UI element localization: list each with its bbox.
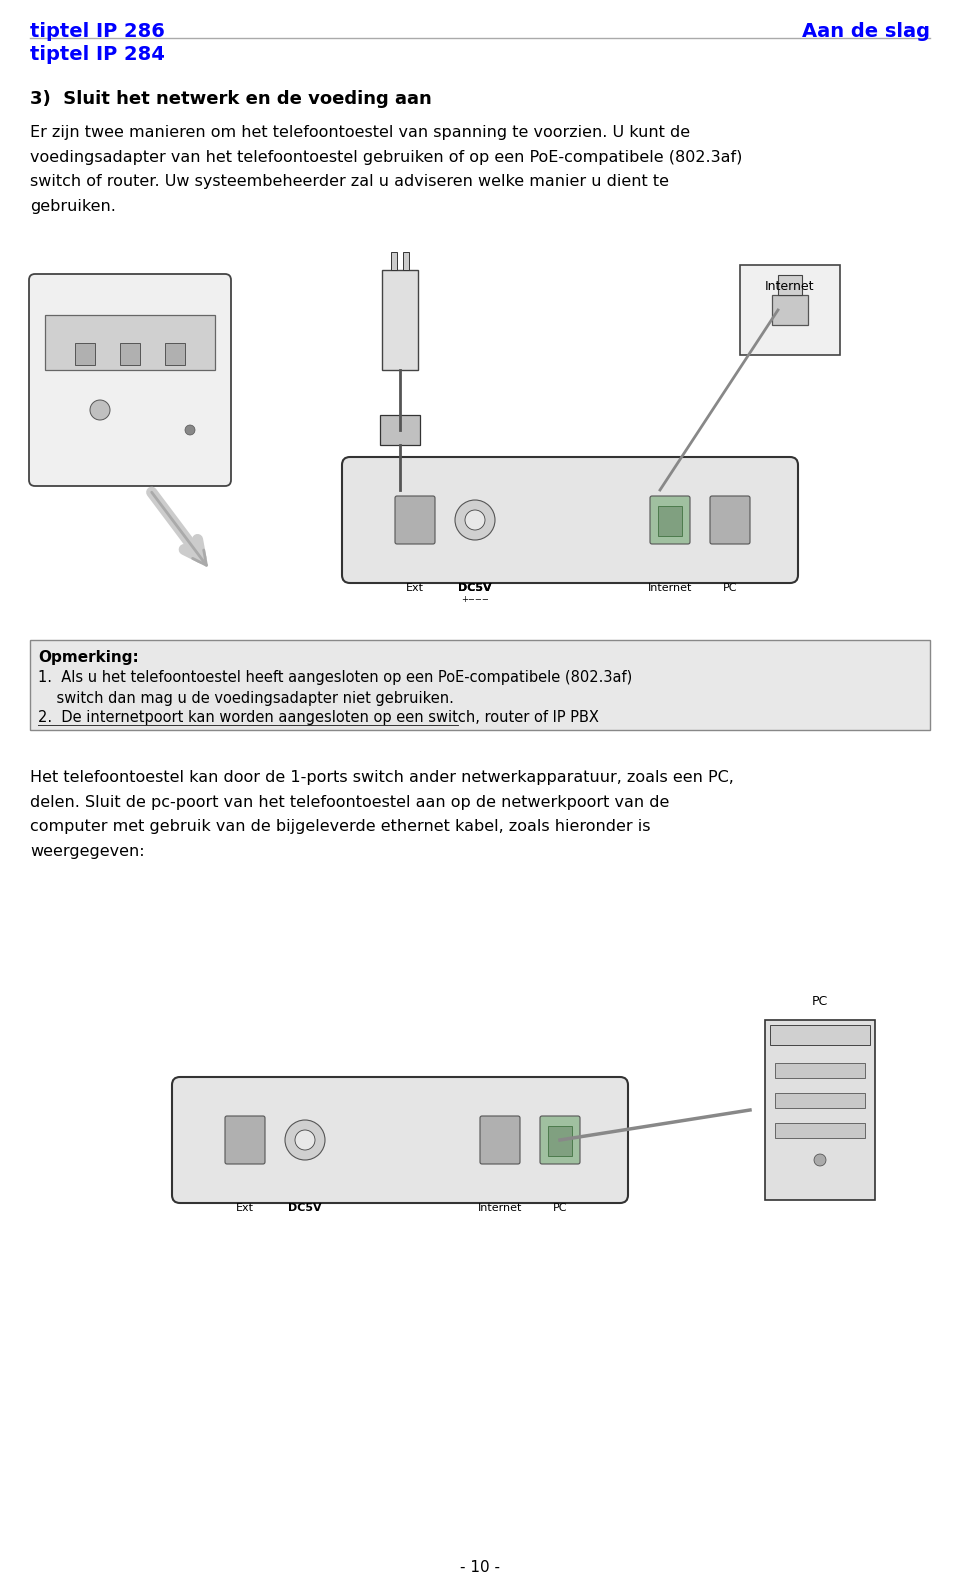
- Bar: [548, 1126, 572, 1156]
- Text: PC: PC: [812, 996, 828, 1008]
- Bar: [772, 294, 808, 325]
- Bar: [45, 315, 215, 370]
- Text: Het telefoontoestel kan door de 1-ports switch ander netwerkapparatuur, zoals ee: Het telefoontoestel kan door de 1-ports …: [30, 769, 733, 860]
- FancyBboxPatch shape: [29, 274, 231, 486]
- Text: tiptel IP 286: tiptel IP 286: [30, 22, 165, 41]
- Text: Opmerking:: Opmerking:: [38, 651, 139, 665]
- Bar: [765, 1019, 875, 1200]
- Text: Internet: Internet: [648, 583, 692, 594]
- Circle shape: [185, 424, 195, 435]
- Text: PC: PC: [553, 1203, 567, 1213]
- Text: PC: PC: [723, 583, 737, 594]
- Bar: [75, 344, 95, 366]
- Circle shape: [90, 400, 110, 419]
- Text: - 10 -: - 10 -: [460, 1559, 500, 1575]
- Circle shape: [814, 1154, 826, 1167]
- FancyBboxPatch shape: [30, 640, 930, 730]
- Circle shape: [455, 500, 495, 540]
- Text: Aan de slag: Aan de slag: [802, 22, 930, 41]
- Text: 1.  Als u het telefoontoestel heeft aangesloten op een PoE-compatibele (802.3af): 1. Als u het telefoontoestel heeft aange…: [38, 670, 633, 706]
- Bar: [403, 252, 409, 271]
- Bar: [770, 1026, 870, 1045]
- Bar: [380, 415, 420, 445]
- Bar: [740, 264, 840, 355]
- Bar: [778, 275, 802, 294]
- Bar: [120, 344, 140, 366]
- Bar: [165, 344, 185, 366]
- Text: 3)  Sluit het netwerk en de voeding aan: 3) Sluit het netwerk en de voeding aan: [30, 90, 432, 108]
- Text: Ext: Ext: [406, 583, 424, 594]
- Text: DC5V: DC5V: [458, 583, 492, 594]
- Text: Ext: Ext: [236, 1203, 254, 1213]
- Text: tiptel IP 284: tiptel IP 284: [30, 44, 165, 63]
- Text: Er zijn twee manieren om het telefoontoestel van spanning te voorzien. U kunt de: Er zijn twee manieren om het telefoontoe…: [30, 125, 742, 214]
- FancyBboxPatch shape: [710, 495, 750, 545]
- FancyBboxPatch shape: [650, 495, 690, 545]
- FancyBboxPatch shape: [225, 1116, 265, 1164]
- Bar: [391, 252, 397, 271]
- Circle shape: [465, 510, 485, 530]
- FancyBboxPatch shape: [172, 1076, 628, 1203]
- FancyBboxPatch shape: [540, 1116, 580, 1164]
- Text: DC5V: DC5V: [458, 583, 492, 594]
- Text: Internet: Internet: [765, 280, 815, 293]
- Text: 2.  De internetpoort kan worden aangesloten op een switch, router of IP PBX: 2. De internetpoort kan worden aangeslot…: [38, 711, 599, 725]
- Bar: [382, 271, 418, 370]
- FancyBboxPatch shape: [480, 1116, 520, 1164]
- Bar: [775, 1092, 865, 1108]
- Bar: [775, 1122, 865, 1138]
- FancyBboxPatch shape: [342, 457, 798, 583]
- Text: +−−−: +−−−: [461, 595, 489, 605]
- FancyBboxPatch shape: [395, 495, 435, 545]
- Text: Internet: Internet: [478, 1203, 522, 1213]
- FancyArrowPatch shape: [152, 492, 201, 557]
- Circle shape: [285, 1121, 325, 1160]
- Text: DC5V: DC5V: [288, 1203, 322, 1213]
- Bar: [775, 1064, 865, 1078]
- Circle shape: [295, 1130, 315, 1149]
- Bar: [658, 507, 682, 537]
- FancyArrowPatch shape: [152, 492, 206, 565]
